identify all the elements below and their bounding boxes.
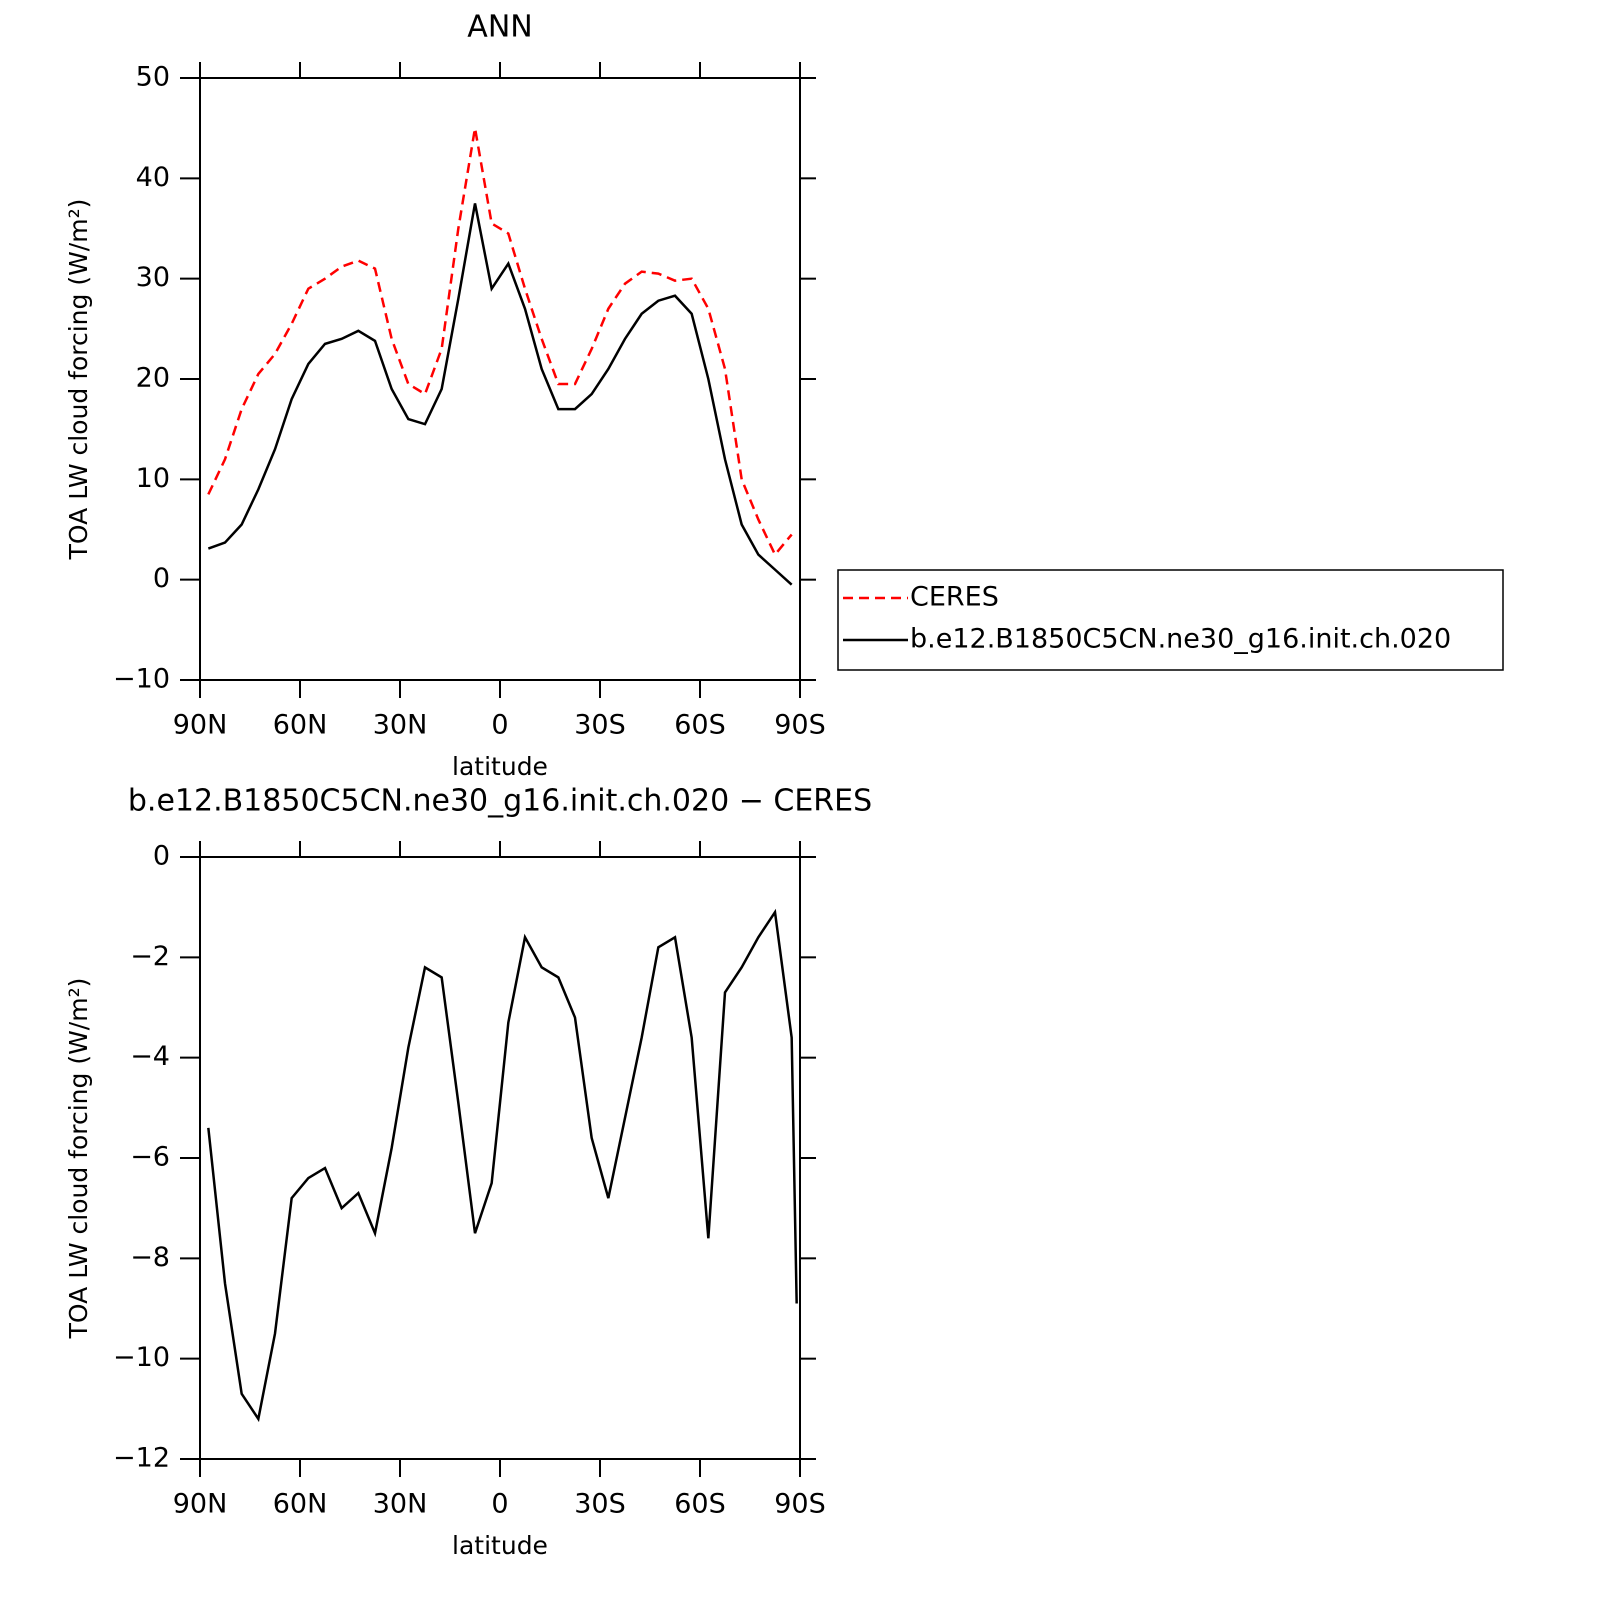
y-tick-label: 0 [153, 563, 170, 594]
plot-frame [199, 856, 801, 1460]
x-axis-label: latitude [452, 752, 548, 781]
x-tick-label: 0 [491, 1489, 508, 1520]
y-tick-label: 40 [136, 162, 170, 193]
y-tick-label: 0 [153, 841, 170, 872]
y-tick-label: 10 [136, 463, 170, 494]
legend-label: b.e12.B1850C5CN.ne30_g16.init.ch.020 [910, 624, 1451, 655]
data-line [207, 203, 793, 586]
x-tick-label: 60S [674, 710, 726, 741]
y-tick-label: −12 [113, 1443, 170, 1474]
y-tick-label: 30 [136, 262, 170, 293]
chart-title: ANN [467, 10, 532, 45]
x-tick-label: 30S [574, 1489, 626, 1520]
x-tick-label: 90N [173, 710, 228, 741]
x-tick-label: 30S [574, 710, 626, 741]
y-tick-label: −8 [130, 1242, 170, 1273]
chart-title: b.e12.B1850C5CN.ne30_g16.init.ch.020 − C… [128, 784, 872, 819]
y-tick-label: −4 [130, 1041, 170, 1072]
y-tick-label: −10 [113, 1342, 170, 1373]
y-axis-label: TOA LW cloud forcing (W/m²) [64, 978, 93, 1340]
x-tick-label: 60N [273, 710, 328, 741]
x-tick-label: 60N [273, 1489, 328, 1520]
x-tick-label: 30N [373, 1489, 428, 1520]
data-line [207, 127, 793, 557]
x-tick-label: 90S [774, 710, 826, 741]
y-axis-label: TOA LW cloud forcing (W/m²) [64, 199, 93, 561]
data-line [207, 908, 798, 1423]
x-tick-label: 90S [774, 1489, 826, 1520]
x-tick-label: 30N [373, 710, 428, 741]
x-tick-label: 90N [173, 1489, 228, 1520]
legend-label: CERES [910, 582, 999, 613]
y-tick-label: 20 [136, 363, 170, 394]
y-tick-label: −10 [113, 664, 170, 695]
legend-box [837, 569, 1504, 671]
y-tick-label: 50 [136, 62, 170, 93]
x-axis-label: latitude [452, 1531, 548, 1560]
x-tick-label: 0 [491, 710, 508, 741]
y-tick-label: −2 [130, 941, 170, 972]
x-tick-label: 60S [674, 1489, 726, 1520]
plot-frame [199, 77, 801, 681]
y-tick-label: −6 [130, 1142, 170, 1173]
